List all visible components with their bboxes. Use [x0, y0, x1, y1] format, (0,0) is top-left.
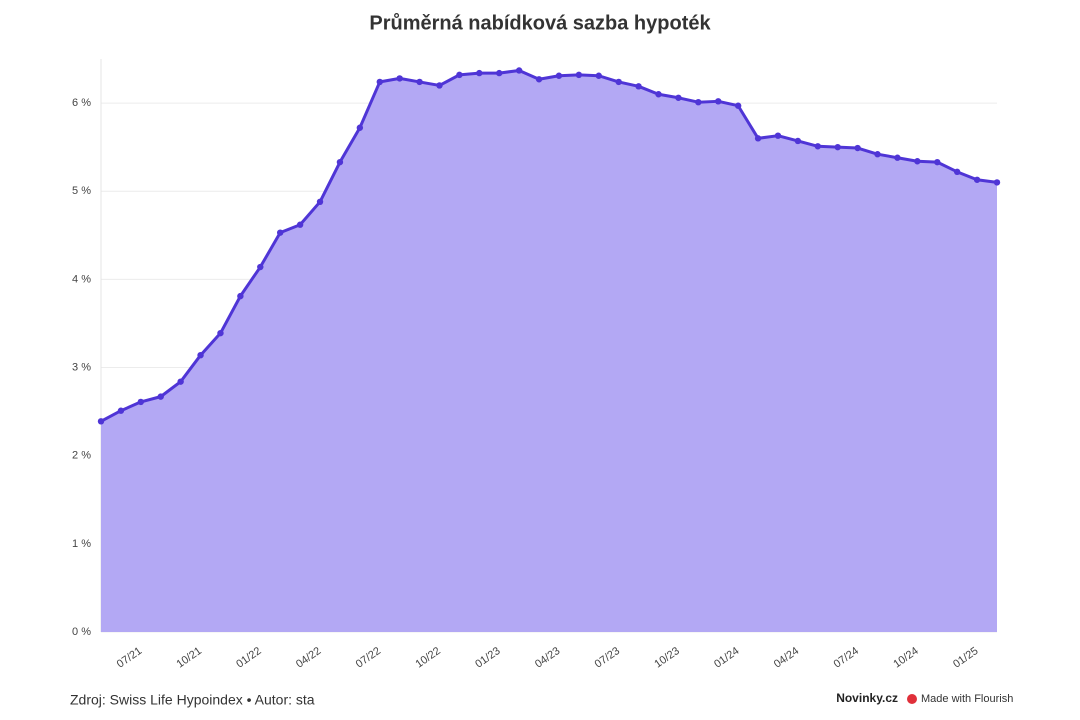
point	[515, 67, 523, 74]
brand: Novinky.cz	[836, 691, 898, 705]
area	[101, 70, 997, 632]
point	[695, 98, 702, 106]
x-tick-label: 07/23	[593, 645, 622, 671]
point	[436, 82, 443, 89]
point	[595, 72, 602, 79]
y-tick-label: 5 %	[72, 185, 91, 197]
x-tick-label: 07/21	[115, 645, 144, 671]
y-tick-label: 0 %	[72, 626, 91, 638]
point	[237, 292, 244, 300]
y-tick-label: 6 %	[72, 97, 91, 109]
x-tick-label: 07/24	[832, 645, 861, 671]
y-tick-label: 1 %	[72, 538, 91, 550]
point	[257, 263, 264, 271]
point	[715, 98, 722, 105]
point	[934, 158, 941, 166]
point	[336, 158, 344, 166]
point	[217, 329, 224, 337]
point	[754, 135, 762, 142]
point	[456, 71, 463, 79]
point	[296, 221, 304, 228]
point	[376, 78, 383, 86]
x-tick-label: 01/25	[951, 645, 980, 671]
point	[416, 78, 423, 86]
point	[814, 143, 821, 150]
point	[874, 151, 881, 158]
y-tick-label: 3 %	[72, 361, 91, 373]
point	[277, 229, 284, 236]
x-tick-label: 10/23	[652, 645, 681, 671]
x-tick-label: 01/24	[712, 645, 741, 671]
y-tick-label: 2 %	[72, 450, 91, 462]
x-tick-label: 10/22	[413, 645, 442, 671]
point	[97, 418, 105, 425]
point	[834, 143, 841, 151]
point	[177, 378, 184, 385]
point	[157, 393, 164, 400]
chart-title: Průměrná nabídková sazba hypoték	[369, 12, 711, 34]
point	[635, 83, 642, 90]
point	[555, 72, 563, 79]
x-tick-label: 01/22	[234, 645, 263, 671]
point	[137, 398, 145, 406]
point	[476, 69, 483, 77]
point	[973, 176, 981, 183]
point	[535, 76, 543, 83]
credit: Made with Flourish	[921, 693, 1013, 705]
x-tick-label: 10/21	[175, 645, 204, 671]
point	[496, 69, 503, 77]
point	[316, 198, 324, 206]
flourish-icon	[907, 694, 917, 704]
point	[914, 158, 921, 165]
point	[575, 71, 583, 79]
point	[854, 144, 861, 152]
x-tick-label: 10/24	[891, 645, 920, 671]
point	[117, 407, 125, 414]
point	[356, 124, 364, 131]
point	[197, 351, 204, 359]
x-tick-label: 04/22	[294, 645, 323, 671]
point	[993, 179, 1001, 186]
point	[734, 102, 742, 109]
point	[774, 132, 782, 139]
point	[655, 91, 662, 98]
point	[396, 75, 403, 82]
line	[100, 68, 998, 423]
x-tick-label: 07/22	[354, 645, 383, 671]
point	[894, 154, 901, 161]
x-tick-label: 01/23	[473, 645, 502, 671]
point	[794, 137, 802, 145]
point	[615, 78, 622, 86]
point	[953, 168, 961, 176]
source: Zdroj: Swiss Life Hypoindex • Autor: sta	[70, 692, 315, 708]
x-tick-label: 04/24	[772, 645, 801, 671]
x-tick-label: 04/23	[533, 645, 562, 671]
point	[675, 94, 682, 101]
y-tick-label: 4 %	[72, 273, 91, 285]
